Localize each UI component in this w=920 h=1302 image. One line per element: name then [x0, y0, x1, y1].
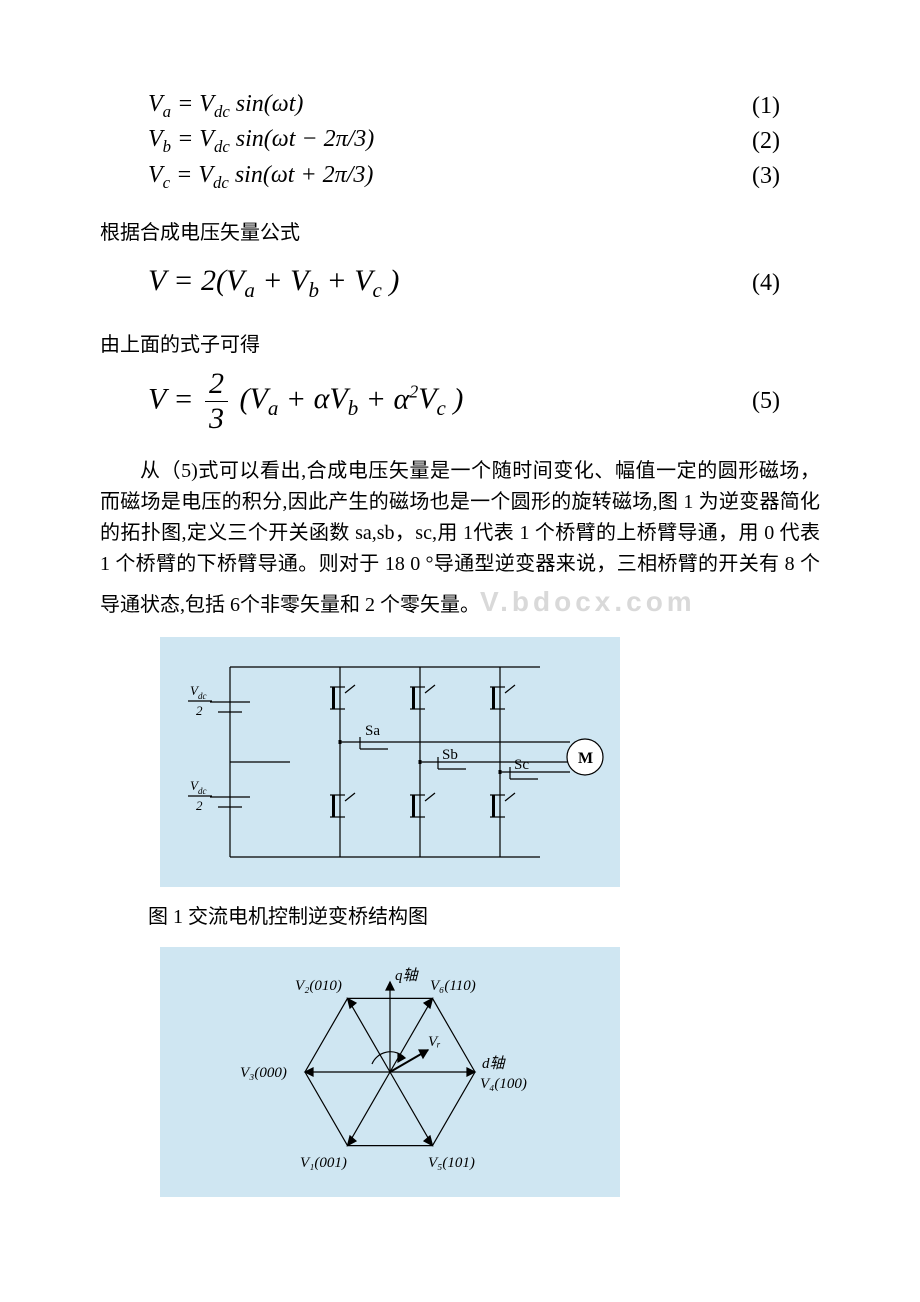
equation-3: Vc = Vdc sin(ωt + 2π/3) (3) [148, 159, 820, 194]
paragraph-3: 从（5)式可以看出,合成电压矢量是一个随时间变化、幅值一定的圆形磁场，而磁场是电… [100, 456, 820, 623]
equation-5-number: (5) [752, 382, 780, 420]
svg-text:dc: dc [198, 786, 207, 796]
figure-1-inverter-bridge: Vdc 2 Vdc 2 [160, 637, 620, 887]
label-v6: V₆(110) [430, 978, 476, 994]
label-v1: V₁(001) [300, 1155, 347, 1171]
equation-4-number: (4) [752, 264, 780, 302]
label-v4: V₄(100) [480, 1076, 527, 1092]
label-sb: Sb [442, 747, 458, 763]
fraction-numerator: 2 [205, 369, 228, 401]
paragraph-1: 根据合成电压矢量公式 [100, 218, 820, 249]
paragraph-3-text: 从（5)式可以看出,合成电压矢量是一个随时间变化、幅值一定的圆形磁场，而磁场是电… [100, 460, 820, 616]
fraction-2-3: 2 3 [205, 369, 228, 434]
label-sc: Sc [514, 757, 529, 773]
equation-3-number: (3) [752, 160, 780, 192]
equation-2-number: (2) [752, 125, 780, 157]
equation-2-text: Vb = Vdc sin(ωt − 2π/3) [148, 123, 374, 158]
equations-block-1: Va = Vdc sin(ωt) (1) Vb = Vdc sin(ωt − 2… [148, 88, 820, 194]
equation-4: V = 2(Va + Vb + Vc ) (4) [148, 257, 820, 308]
label-vr: Vᵣ [428, 1034, 441, 1050]
equation-1-text: Va = Vdc sin(ωt) [148, 88, 303, 123]
equation-1-number: (1) [752, 90, 780, 122]
equation-4-text: V = 2(Va + Vb + Vc ) [148, 257, 399, 308]
label-q-axis: q轴 [395, 967, 420, 984]
svg-text:2: 2 [196, 703, 203, 718]
equation-5: V = 2 3 (Va + αVb + α2Vc ) (5) [148, 369, 820, 434]
label-d-axis: d轴 [482, 1055, 507, 1072]
label-v3: V₃(000) [240, 1065, 287, 1081]
equation-1: Va = Vdc sin(ωt) (1) [148, 88, 820, 123]
svg-text:M: M [578, 750, 593, 767]
paragraph-2: 由上面的式子可得 [100, 330, 820, 361]
svg-text:dc: dc [198, 691, 207, 701]
figure-1-caption: 图 1 交流电机控制逆变桥结构图 [148, 901, 820, 933]
svg-text:2: 2 [196, 798, 203, 813]
equation-2: Vb = Vdc sin(ωt − 2π/3) (2) [148, 123, 820, 158]
label-v2: V₂(010) [295, 978, 342, 994]
equation-5-text: V = 2 3 (Va + αVb + α2Vc ) [148, 369, 463, 434]
figure-2-vector-hexagon: q轴 d轴 V₄(100) V₆(110) V₂(010) V₃(000) V₁… [160, 947, 620, 1197]
equation-3-text: Vc = Vdc sin(ωt + 2π/3) [148, 159, 373, 194]
label-v5: V₅(101) [428, 1155, 475, 1171]
fraction-denominator: 3 [205, 401, 228, 434]
watermark-text: V.bdocx.com [480, 586, 696, 617]
label-sa: Sa [365, 723, 380, 739]
